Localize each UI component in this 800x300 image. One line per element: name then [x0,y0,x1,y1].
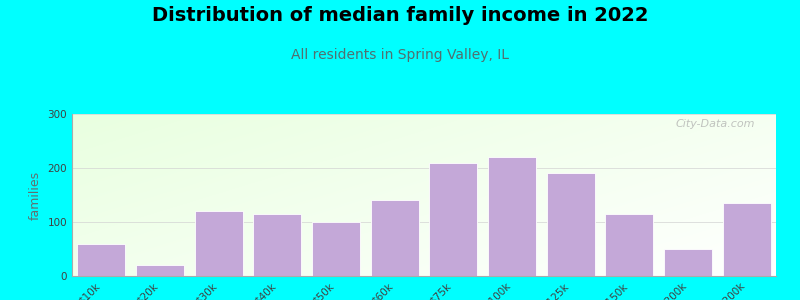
Bar [370,200,418,276]
Bar [722,203,770,276]
Text: All residents in Spring Valley, IL: All residents in Spring Valley, IL [291,48,509,62]
Bar [606,214,654,276]
Bar [78,244,126,276]
Bar [136,265,184,276]
Text: Distribution of median family income in 2022: Distribution of median family income in … [152,6,648,25]
Y-axis label: families: families [29,170,42,220]
Bar [194,211,242,276]
Bar [664,249,712,276]
Bar [488,157,536,276]
Text: City-Data.com: City-Data.com [675,119,755,129]
Bar [254,214,302,276]
Bar [430,163,478,276]
Bar [312,222,360,276]
Bar [546,173,594,276]
